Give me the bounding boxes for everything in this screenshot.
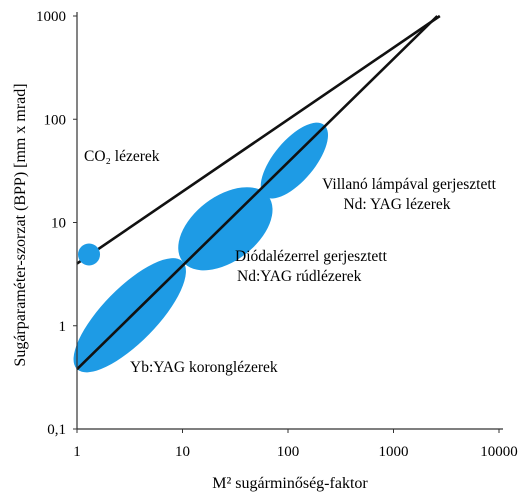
- trend-line-2: [76, 15, 439, 371]
- x-tick-label: 1: [73, 444, 81, 460]
- x-tick-label: 1000: [379, 444, 409, 460]
- y-tick-label: 1: [59, 319, 67, 335]
- x-tick-label: 100: [277, 444, 300, 460]
- region-ellipse-3: [260, 122, 328, 199]
- y-tick-label: 10: [51, 216, 66, 232]
- x-tick-label: 10: [175, 444, 190, 460]
- x-tick-label: 10000: [480, 444, 518, 460]
- axes: [73, 12, 503, 433]
- trend-lines: [76, 14, 441, 371]
- y-tick-label: 0,1: [47, 422, 66, 438]
- annotation-ybyag-disk: Yb:YAG koronglézerek: [130, 359, 278, 376]
- region-ellipse-2: [178, 187, 273, 271]
- y-axis-label: Sugárparaméter-szorzat (BPP) [mm x mrad]: [12, 83, 29, 366]
- points-layer: [78, 243, 101, 266]
- trend-line-1: [76, 14, 441, 265]
- annotation-flashlamp-ndyag: Villanó lámpával gerjesztett Nd: YAG léz…: [322, 176, 500, 213]
- x-axis-label: M² sugárminőség-faktor: [212, 475, 368, 492]
- co2-laser-point: [78, 243, 101, 266]
- annotation-co2-lasers: CO₂ lézerek: [84, 148, 160, 165]
- tick-labels: 1 10 100 1000 10000 0,1 1 10 100 1000: [36, 9, 518, 460]
- y-tick-label: 100: [44, 112, 67, 128]
- y-tick-label: 1000: [36, 9, 66, 25]
- annotation-diode-ndyag: Diódalézerrel gerjesztett Nd:YAG rúdléze…: [235, 248, 391, 285]
